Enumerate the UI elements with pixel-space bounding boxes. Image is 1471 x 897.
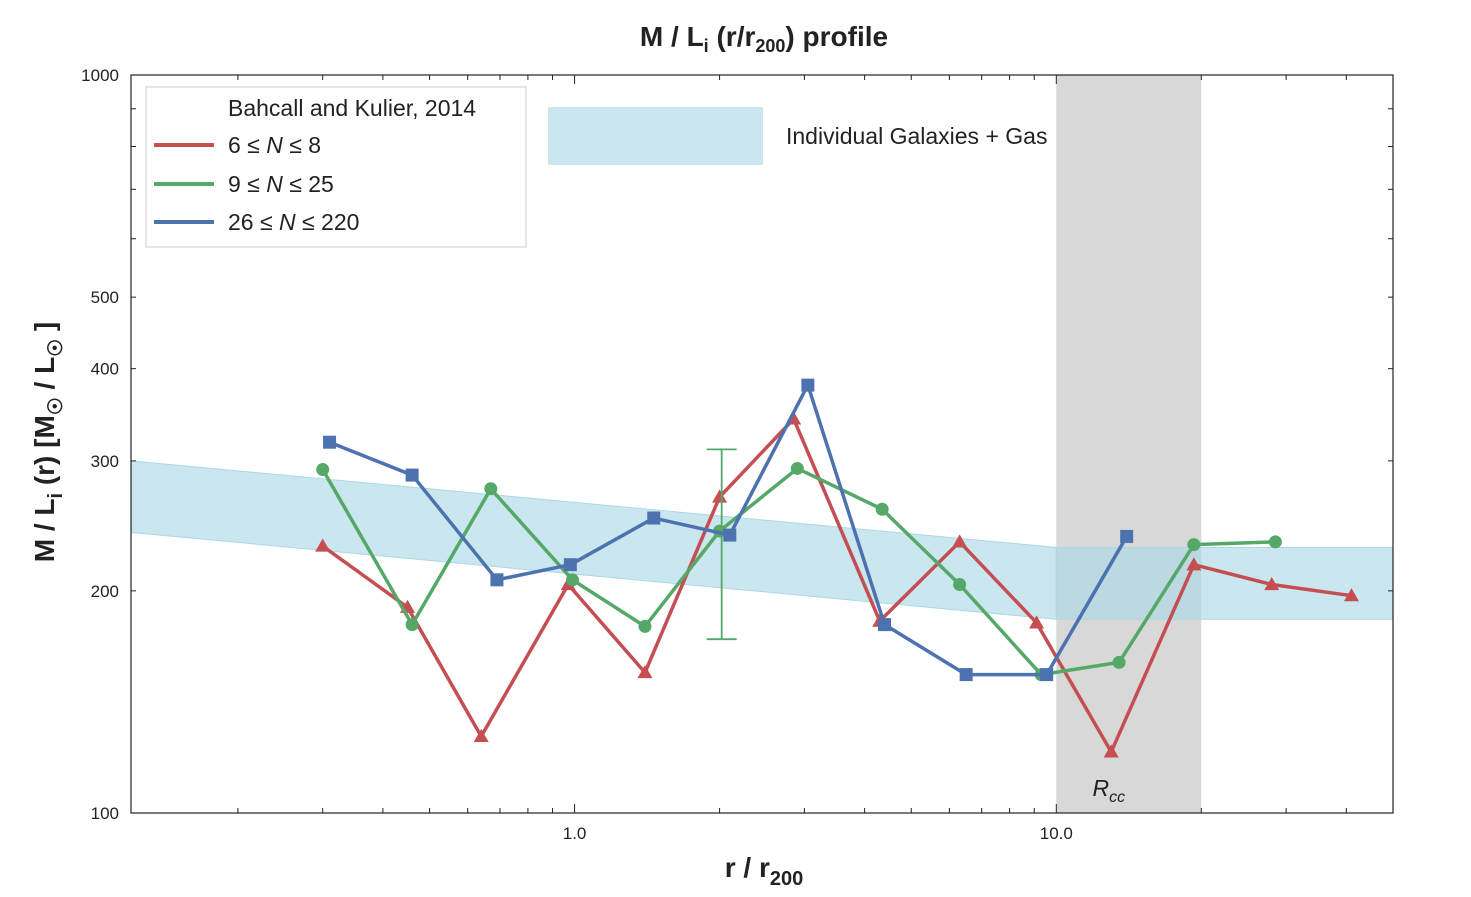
legend-title: Bahcall and Kulier, 2014	[228, 95, 476, 121]
legend-label-26-220: 26 ≤ N ≤ 220	[228, 209, 359, 235]
point-circle	[876, 503, 889, 516]
y-tick-label: 400	[91, 360, 119, 379]
point-circle	[566, 573, 579, 586]
band-legend-swatch	[548, 107, 763, 165]
point-square	[406, 469, 419, 482]
y-tick-label: 300	[91, 452, 119, 471]
y-tick-label: 100	[91, 804, 119, 823]
point-circle	[638, 620, 651, 633]
chart-title: M / Li (r/r200) profile	[640, 21, 888, 56]
point-square	[1120, 530, 1133, 543]
band-legend: Individual Galaxies + Gas	[548, 107, 1047, 165]
band-segment-0	[131, 461, 1056, 619]
y-tick-label: 200	[91, 582, 119, 601]
point-circle	[953, 578, 966, 591]
y-tick-label: 500	[91, 288, 119, 307]
point-square	[323, 436, 336, 449]
point-circle	[791, 462, 804, 475]
individual-galaxies-band	[131, 461, 1393, 619]
point-square	[1040, 668, 1053, 681]
point-circle	[316, 463, 329, 476]
x-axis-label: r / r200	[725, 852, 804, 890]
point-circle	[1187, 538, 1200, 551]
point-square	[564, 558, 577, 571]
point-circle	[406, 618, 419, 631]
y-tick-label: 1000	[81, 66, 119, 85]
y-axis-label: M / Li (r) [M☉ / L☉ ]	[29, 322, 67, 563]
legend: Bahcall and Kulier, 2014 6 ≤ N ≤ 8 9 ≤ N…	[146, 87, 526, 247]
x-tick-label: 10.0	[1040, 824, 1073, 843]
point-circle	[484, 482, 497, 495]
point-square	[878, 618, 891, 631]
rcc-span	[1056, 75, 1201, 813]
point-triangle	[474, 729, 489, 742]
point-circle	[1113, 656, 1126, 669]
band-segment-1	[1056, 547, 1393, 619]
band-legend-label: Individual Galaxies + Gas	[786, 123, 1047, 149]
x-tick-label: 1.0	[563, 824, 587, 843]
point-square	[723, 529, 736, 542]
point-square	[490, 573, 503, 586]
legend-label-6-8: 6 ≤ N ≤ 8	[228, 132, 321, 158]
rcc-shaded-region	[1056, 75, 1201, 813]
point-circle	[1269, 535, 1282, 548]
point-square	[801, 379, 814, 392]
legend-label-9-25: 9 ≤ N ≤ 25	[228, 171, 334, 197]
point-square	[960, 668, 973, 681]
point-square	[647, 512, 660, 525]
